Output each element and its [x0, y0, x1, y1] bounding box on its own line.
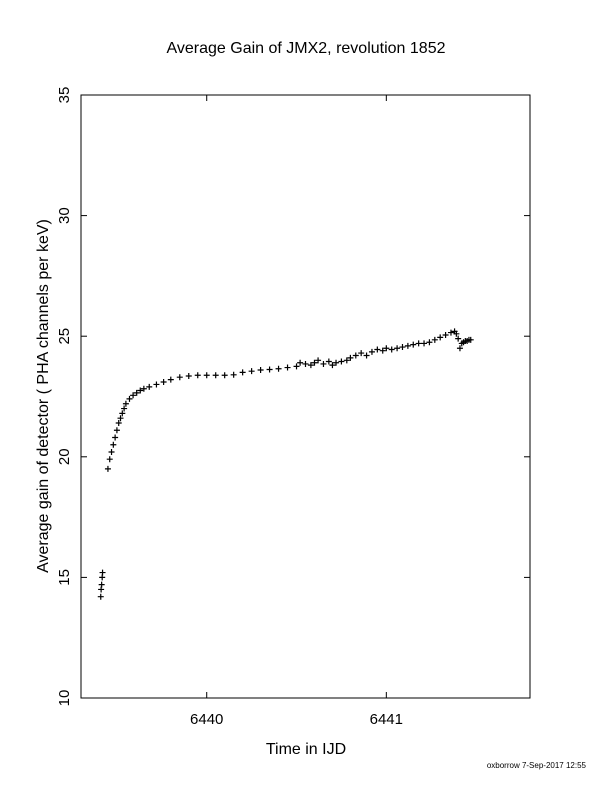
- data-point: [110, 441, 117, 448]
- data-point: [431, 336, 438, 343]
- x-tick-label: 6440: [190, 711, 223, 728]
- data-point: [98, 581, 105, 588]
- y-tick-label: 25: [56, 328, 73, 345]
- data-point: [455, 335, 462, 342]
- data-point: [146, 383, 153, 390]
- data-point: [297, 359, 304, 366]
- data-point: [293, 363, 300, 370]
- data-point: [117, 415, 124, 422]
- data-point: [426, 339, 433, 346]
- data-point: [388, 346, 395, 353]
- data-points: [97, 328, 474, 600]
- chart-title: Average Gain of JMX2, revolution 1852: [167, 40, 446, 57]
- data-point: [394, 345, 401, 352]
- y-tick-label: 20: [56, 448, 73, 465]
- data-point: [347, 354, 354, 361]
- data-point: [133, 389, 140, 396]
- data-point: [325, 358, 332, 365]
- data-point: [415, 340, 422, 347]
- footer-credit: oxborrow 7-Sep-2017 12:55: [487, 761, 587, 770]
- data-point: [442, 331, 449, 338]
- data-point: [230, 371, 237, 378]
- data-point: [421, 340, 428, 347]
- data-point: [137, 387, 144, 394]
- data-point: [167, 376, 174, 383]
- data-point: [203, 372, 210, 379]
- data-point: [104, 465, 111, 472]
- data-point: [453, 330, 460, 337]
- data-point: [108, 448, 115, 455]
- y-tick-label: 30: [56, 207, 73, 224]
- data-point: [307, 362, 314, 369]
- y-tick-label: 15: [56, 569, 73, 586]
- data-point: [97, 593, 104, 600]
- data-point: [122, 400, 129, 407]
- data-point: [221, 372, 228, 379]
- data-point: [410, 341, 417, 348]
- data-point: [185, 372, 192, 379]
- data-point: [437, 334, 444, 341]
- data-point: [275, 365, 282, 372]
- data-point: [352, 352, 359, 359]
- data-point: [176, 374, 183, 381]
- data-point: [358, 350, 365, 357]
- y-axis-ticks: 10 15 20 25 30 35: [56, 87, 530, 707]
- data-point: [284, 364, 291, 371]
- data-point: [383, 345, 390, 352]
- data-point: [126, 395, 133, 402]
- data-point: [363, 352, 370, 359]
- x-axis-ticks: 6440 6441: [190, 95, 403, 728]
- data-point: [115, 420, 122, 427]
- data-point: [119, 410, 126, 417]
- data-point: [112, 434, 119, 441]
- data-point: [113, 427, 120, 434]
- data-point: [333, 359, 340, 366]
- data-point: [329, 362, 336, 369]
- x-axis-label: Time in IJD: [266, 741, 346, 758]
- data-point: [130, 392, 137, 399]
- data-point: [266, 366, 273, 373]
- data-point: [447, 329, 454, 336]
- y-tick-label: 35: [56, 87, 73, 104]
- data-point: [343, 357, 350, 364]
- data-point: [374, 346, 381, 353]
- data-point: [140, 385, 147, 392]
- data-point: [379, 347, 386, 354]
- data-point: [315, 357, 322, 364]
- data-point: [338, 358, 345, 365]
- data-point: [368, 348, 375, 355]
- data-point: [153, 381, 160, 388]
- data-point: [456, 345, 463, 352]
- data-point: [160, 379, 167, 386]
- data-point: [99, 569, 106, 576]
- data-point: [248, 368, 255, 375]
- data-point: [106, 456, 113, 463]
- data-point: [194, 372, 201, 379]
- data-point: [399, 344, 406, 351]
- data-point: [121, 405, 128, 412]
- y-axis-label: Average gain of detector ( PHA channels …: [35, 219, 52, 573]
- plot-frame: [80, 94, 531, 699]
- data-point: [320, 360, 327, 367]
- x-tick-label: 6441: [370, 711, 403, 728]
- data-point: [467, 336, 474, 343]
- data-point: [404, 342, 411, 349]
- data-point: [239, 369, 246, 376]
- y-tick-label: 10: [56, 690, 73, 707]
- data-point: [302, 360, 309, 367]
- data-point: [257, 366, 264, 373]
- data-point: [311, 359, 318, 366]
- data-point: [212, 372, 219, 379]
